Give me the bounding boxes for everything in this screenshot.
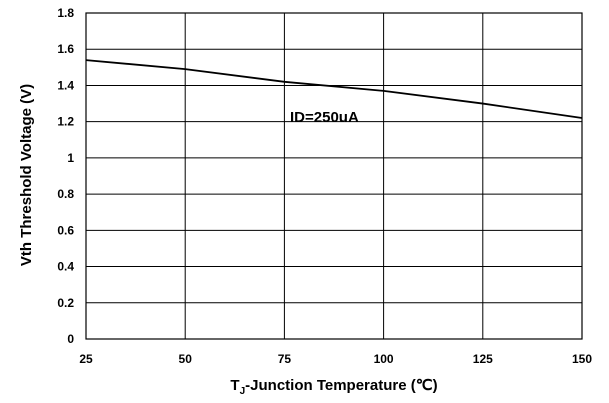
x-tick-label-0: 25 (79, 352, 93, 366)
gridlines (86, 13, 582, 339)
y-tick-label-6: 1.2 (57, 115, 74, 129)
y-tick-labels: 0 0.2 0.4 0.6 0.8 1 1.2 1.4 1.6 1.8 (57, 6, 74, 346)
y-tick-label-4: 0.8 (57, 187, 74, 201)
x-axis-title-rest: -Junction Temperature (℃) (245, 377, 437, 394)
plot-area-frame (85, 12, 583, 340)
x-axis-title: TJ-Junction Temperature (℃) (230, 377, 437, 397)
y-tick-label-3: 0.6 (57, 223, 74, 237)
x-axis-title-main: T (230, 377, 239, 394)
x-axis-title-subscript: J (240, 386, 246, 397)
y-tick-label-7: 1.4 (57, 78, 74, 92)
y-tick-label-1: 0.2 (57, 296, 74, 310)
x-tick-label-1: 50 (179, 352, 193, 366)
series-layer (85, 59, 583, 119)
x-tick-label-4: 125 (473, 352, 493, 366)
y-tick-label-9: 1.8 (57, 6, 74, 20)
y-axis-title: Vth Threshold Voltage (V) (18, 84, 35, 266)
x-tick-label-3: 100 (374, 352, 394, 366)
y-tick-label-5: 1 (67, 151, 74, 165)
y-tick-label-8: 1.6 (57, 42, 74, 56)
x-tick-label-5: 150 (572, 352, 592, 366)
y-tick-label-2: 0.4 (57, 260, 74, 274)
x-tick-labels: 25 50 75 100 125 150 (79, 352, 592, 366)
x-tick-label-2: 75 (278, 352, 292, 366)
y-tick-label-0: 0 (67, 332, 74, 346)
series-line-0 (85, 59, 583, 119)
annotation-id-250ua: ID=250uA (290, 109, 359, 126)
